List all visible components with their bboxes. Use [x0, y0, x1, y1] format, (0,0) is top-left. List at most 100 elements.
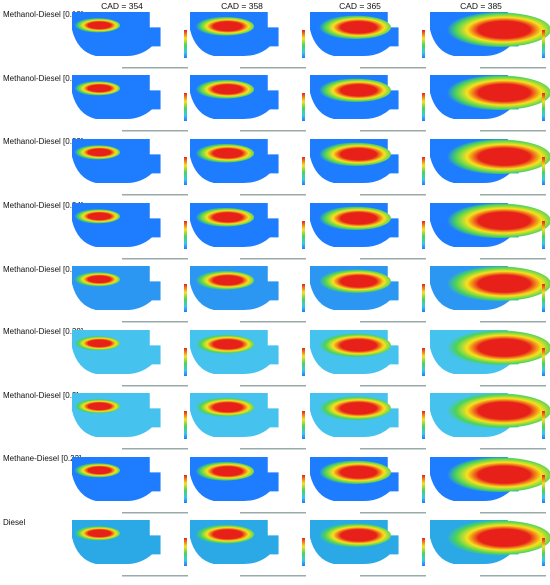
- colorbar: [422, 284, 425, 312]
- contour-panel: [430, 457, 550, 514]
- flame-plume: [74, 272, 120, 287]
- flame-plume: [319, 78, 391, 103]
- contour-panel: [190, 75, 306, 132]
- colorbar: [542, 221, 545, 249]
- panel-caption-mark: [480, 67, 546, 69]
- flame-plume: [447, 393, 550, 428]
- row-label-methanol-024: Methanol-Diesel [0.24]: [3, 201, 84, 210]
- contour-panel: [72, 12, 188, 69]
- colorbar: [422, 475, 425, 503]
- panel-caption-mark: [360, 448, 426, 450]
- colorbar: [302, 157, 305, 185]
- panel-caption-mark: [360, 130, 426, 132]
- panel-caption-mark: [480, 448, 546, 450]
- flame-plume: [447, 520, 550, 555]
- flame-plume: [447, 203, 550, 238]
- colorbar: [184, 93, 187, 121]
- panel-caption-mark: [240, 130, 306, 132]
- contour-panel: [430, 12, 550, 69]
- colorbar: [184, 538, 187, 566]
- flame-plume: [74, 336, 120, 351]
- panel-caption-mark: [240, 575, 306, 577]
- contour-panel: [310, 393, 426, 450]
- contour-panel: [310, 75, 426, 132]
- panel-caption-mark: [480, 385, 546, 387]
- flame-plume: [195, 461, 254, 481]
- contour-panel: [430, 266, 550, 323]
- panel-caption-mark: [240, 385, 306, 387]
- panel-caption-mark: [360, 67, 426, 69]
- colorbar: [184, 157, 187, 185]
- panel-caption-mark: [122, 67, 188, 69]
- row-label-methanol-018: Methanol-Diesel [0.18]: [3, 10, 84, 19]
- colorbar: [542, 348, 545, 376]
- flame-plume: [195, 524, 254, 544]
- panel-caption-mark: [480, 512, 546, 514]
- panel-caption-mark: [122, 258, 188, 260]
- contour-panel: [72, 139, 188, 196]
- contour-panel: [430, 393, 550, 450]
- column-header-cad-365: CAD = 365: [339, 1, 381, 11]
- panel-caption-mark: [480, 321, 546, 323]
- flame-plume: [195, 143, 254, 163]
- panel-caption-mark: [480, 575, 546, 577]
- panel-caption-mark: [240, 194, 306, 196]
- flame-plume: [195, 334, 254, 354]
- colorbar: [542, 93, 545, 121]
- colorbar: [542, 538, 545, 566]
- colorbar: [302, 30, 305, 58]
- contour-panel: [72, 520, 188, 577]
- colorbar: [302, 411, 305, 439]
- colorbar: [422, 157, 425, 185]
- flame-plume: [74, 526, 120, 541]
- colorbar: [302, 348, 305, 376]
- panel-caption-mark: [360, 512, 426, 514]
- flame-plume: [319, 523, 391, 547]
- column-header-cad-354: CAD = 354: [101, 1, 143, 11]
- panel-caption-mark: [360, 194, 426, 196]
- colorbar: [302, 93, 305, 121]
- panel-caption-mark: [360, 321, 426, 323]
- panel-caption-mark: [122, 194, 188, 196]
- panel-caption-mark: [240, 258, 306, 260]
- row-label-methane-022: Methane-Diesel [0.22]: [3, 454, 82, 463]
- panel-caption-mark: [122, 321, 188, 323]
- contour-panel: [430, 203, 550, 260]
- panel-caption-mark: [240, 321, 306, 323]
- flame-plume: [319, 142, 391, 166]
- colorbar: [542, 411, 545, 439]
- contour-panel: [72, 457, 188, 514]
- colorbar: [302, 221, 305, 249]
- contour-panel: [72, 393, 188, 450]
- contour-panel: [72, 203, 188, 260]
- contour-panel: [310, 139, 426, 196]
- contour-panel: [430, 75, 550, 132]
- panel-caption-mark: [122, 385, 188, 387]
- chamber-shape: [72, 457, 161, 501]
- colorbar: [302, 475, 305, 503]
- flame-plume: [195, 16, 254, 36]
- flame-plume: [319, 333, 391, 357]
- contour-panel: [190, 266, 306, 323]
- colorbar: [542, 30, 545, 58]
- colorbar: [422, 30, 425, 58]
- panel-caption-mark: [240, 448, 306, 450]
- flame-plume: [74, 209, 120, 224]
- row-label-methanol-026: Methanol-Diesel [0.26]: [3, 265, 84, 274]
- contour-panel: [190, 393, 306, 450]
- flame-plume: [195, 270, 254, 290]
- colorbar: [184, 221, 187, 249]
- colorbar: [184, 30, 187, 58]
- flame-plume: [74, 399, 120, 414]
- colorbar: [542, 157, 545, 185]
- row-label-methanol-028: Methanol-Diesel [0.28]: [3, 327, 84, 336]
- contour-panel: [310, 203, 426, 260]
- contour-panel: [190, 12, 306, 69]
- chamber-shape: [72, 75, 161, 119]
- contour-panel: [190, 330, 306, 387]
- contour-panel: [190, 139, 306, 196]
- contour-panel: [310, 12, 426, 69]
- contour-panel: [430, 139, 550, 196]
